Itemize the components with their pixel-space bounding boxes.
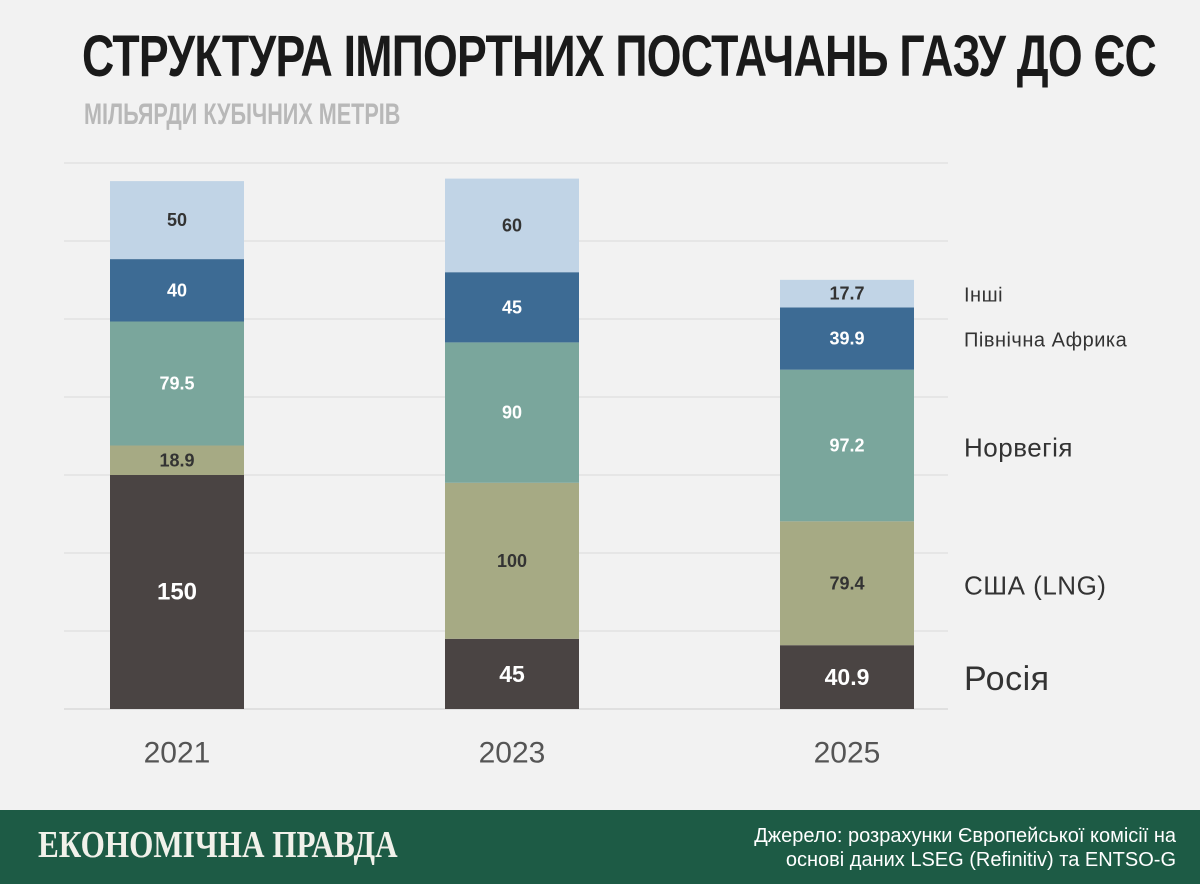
bar-2021-сша-lng [110,445,244,475]
data-label-2025-інші: 17.7 [829,284,864,304]
bar-2025-росія [780,645,914,709]
chart-title: СТРУКТУРА ІМПОРТНИХ ПОСТАЧАНЬ ГАЗУ ДО ЄС [82,24,1157,89]
x-tick-label: 2023 [479,737,546,770]
data-label-2025-росія: 40.9 [825,664,870,690]
legend-label-норвегія: Норвегія [964,433,1073,463]
bar-2025-норвегія [780,369,914,522]
data-label-2021-інші: 50 [167,210,187,230]
x-axis: 2021 2023 2025 [144,737,881,770]
data-label-2021-північна-африка: 40 [167,280,187,300]
footer: ЕКОНОМІЧНА ПРАВДА Джерело: розрахунки Єв… [0,810,1200,884]
data-label-2023-північна-африка: 45 [502,297,522,317]
data-label-2023-норвегія: 90 [502,403,522,423]
source-note: Джерело: розрахунки Європейської комісії… [616,824,1176,872]
bar-2021-північна-африка [110,259,244,322]
source-line-2: основі даних LSEG (Refinitiv) та ENTSO-G [785,849,1176,871]
data-label-2023-росія: 45 [499,661,525,687]
brand-logo: ЕКОНОМІЧНА ПРАВДА [38,824,398,866]
bar-2023-північна-африка [445,272,579,343]
data-label-2021-росія: 150 [157,579,197,606]
data-label-2021-сша-lng: 18.9 [159,450,194,470]
bar-2021-інші [110,181,244,260]
bar-2023-норвегія [445,342,579,483]
stacked-bar-chart: 150 18.9 79.5 40 50 45 100 90 45 60 40.9 79.4 97.2 39… [64,162,1128,770]
bar-2023-інші [445,178,579,273]
legend-label-північна-африка: Північна Африка [964,330,1128,352]
data-label-2023-інші: 60 [502,215,522,235]
bars [110,178,914,709]
source-line-1: Джерело: розрахунки Європейської комісії… [754,825,1176,847]
x-tick-label: 2025 [814,737,881,770]
chart-subtitle: МІЛЬЯРДИ КУБІЧНИХ МЕТРІВ [84,98,401,131]
bar-2023-сша-lng [445,482,579,639]
bar-2021-росія [110,475,244,709]
data-label-2021-норвегія: 79.5 [159,374,194,394]
bar-2025-сша-lng [780,521,914,646]
x-tick-label: 2021 [144,737,211,770]
legend-label-сша-lng: США (LNG) [964,570,1106,600]
bar-2023-росія [445,638,579,709]
bar-2021-норвегія [110,321,244,446]
legend-label-інші: Інші [964,285,1003,307]
data-label-2023-сша-lng: 100 [497,551,527,571]
bar-2025-північна-африка [780,307,914,370]
data-label-2025-північна-африка: 39.9 [829,329,864,349]
bar-2025-інші [780,279,914,308]
legend-label-росія: Росія [964,660,1050,698]
legend: Росія США (LNG) Норвегія Північна Африка Інш… [964,285,1128,698]
data-labels: 150 18.9 79.5 40 50 45 100 90 45 60 40.9 79.4 97.2 39… [157,210,869,690]
data-label-2025-сша-lng: 79.4 [829,573,864,593]
data-label-2025-норвегія: 97.2 [829,436,864,456]
